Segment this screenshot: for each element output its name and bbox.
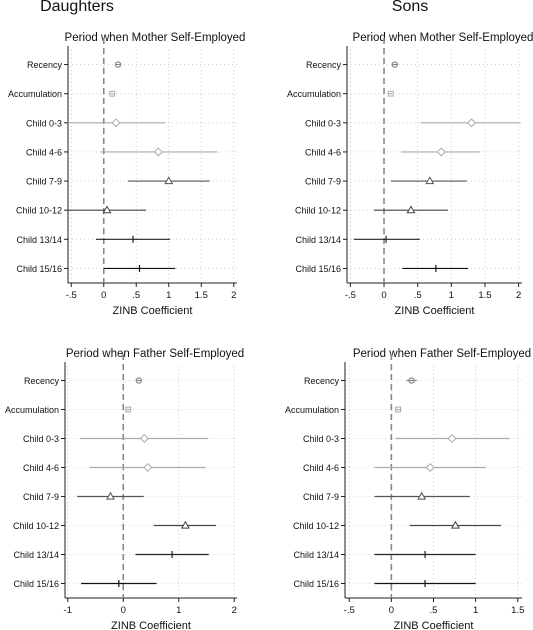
x-tick-label: -.5: [344, 605, 355, 616]
x-axis-label: ZINB Coefficient: [394, 620, 474, 630]
chart-panel-1: Period when Mother Self-Employed -.5 0 .5 1 1…: [8, 32, 245, 317]
panel-title: Period when Father Self-Employed: [353, 348, 531, 360]
x-tick-label: 1: [473, 605, 478, 616]
category-label: Child 13/14: [16, 235, 62, 245]
x-tick-label: 2: [516, 290, 521, 301]
estimate-marker: [106, 491, 115, 500]
x-tick-label: -.5: [66, 290, 77, 301]
estimate-marker: [139, 433, 149, 444]
estimate-marker: [143, 462, 153, 473]
x-tick-label: 1.5: [478, 290, 491, 301]
category-label: Child 0-3: [303, 434, 339, 444]
estimate-marker: [425, 176, 435, 185]
x-tick-label: 1: [166, 290, 171, 301]
panel-title: Period when Father Self-Employed: [66, 348, 244, 360]
category-label: Child 7-9: [26, 177, 62, 187]
estimate-marker: [135, 377, 142, 384]
category-label: Child 13/14: [293, 550, 339, 560]
estimate-marker: [111, 118, 121, 128]
category-label: Child 0-3: [26, 118, 62, 128]
category-label: Accumulation: [287, 89, 341, 99]
estimate-marker: [406, 205, 416, 214]
category-label: Child 7-9: [23, 492, 59, 502]
x-tick-label: 0: [121, 605, 126, 616]
category-label: Accumulation: [5, 405, 59, 415]
estimate-marker: [408, 377, 415, 384]
category-label: Child 7-9: [303, 492, 339, 502]
estimate-marker: [109, 90, 116, 97]
category-label: Child 13/14: [13, 550, 59, 560]
x-tick-label: 0: [389, 605, 394, 616]
estimate-marker: [425, 462, 435, 473]
x-axis-label: ZINB Coefficient: [113, 305, 193, 317]
category-label: Child 4-6: [303, 463, 339, 473]
estimate-marker: [436, 147, 446, 157]
x-tick-label: 2: [232, 605, 237, 616]
category-label: Child 4-6: [26, 147, 62, 157]
category-label: Child 4-6: [23, 463, 59, 473]
x-tick-label: 1: [176, 605, 181, 616]
x-tick-label: .5: [430, 605, 438, 616]
estimate-marker: [447, 433, 457, 444]
x-tick-label: 1.5: [511, 605, 524, 616]
x-tick-label: .5: [132, 290, 140, 301]
x-tick-label: 0: [101, 290, 106, 301]
category-label: Recency: [24, 376, 60, 386]
category-label: Child 15/16: [293, 579, 339, 589]
estimate-marker: [114, 61, 122, 68]
x-tick-label: -.5: [345, 290, 356, 301]
category-label: Recency: [306, 60, 342, 70]
x-tick-label: .5: [414, 290, 422, 301]
category-label: Child 10-12: [295, 206, 341, 216]
estimate-marker: [450, 520, 460, 529]
x-axis-label: ZINB Coefficient: [111, 620, 191, 630]
x-axis-label: ZINB Coefficient: [395, 305, 475, 317]
category-label: Child 10-12: [16, 206, 62, 216]
x-tick-label: 1.5: [195, 290, 208, 301]
estimate-marker: [395, 406, 402, 413]
category-label: Recency: [27, 60, 63, 70]
x-tick-label: 0: [381, 290, 386, 301]
category-label: Child 13/14: [295, 235, 341, 245]
category-label: Child 15/16: [16, 264, 62, 274]
chart-panel-4: Period when Father Self-Employed -.5 0 .5 1 1…: [285, 348, 531, 630]
category-label: Recency: [304, 376, 340, 386]
estimate-marker: [417, 491, 427, 500]
category-label: Child 15/16: [295, 264, 341, 274]
estimate-marker: [391, 61, 398, 68]
estimate-marker: [164, 176, 174, 185]
x-tick-label: -1: [64, 605, 72, 616]
column-title-sons: Sons: [391, 0, 429, 15]
panel-title: Period when Mother Self-Employed: [353, 32, 533, 44]
category-label: Child 4-6: [305, 147, 341, 157]
category-label: Accumulation: [285, 405, 339, 415]
category-label: Child 0-3: [23, 434, 59, 444]
category-label: Child 10-12: [293, 521, 339, 531]
x-tick-label: 2: [231, 290, 236, 301]
chart-panel-3: Period when Father Self-Employed -1 0 1 2 ZIN…: [5, 348, 244, 630]
chart-panel-2: Period when Mother Self-Employed -.5 0 .5 1 1…: [287, 32, 533, 317]
category-label: Child 0-3: [305, 118, 341, 128]
estimate-marker: [467, 118, 477, 128]
category-label: Accumulation: [8, 89, 62, 99]
category-label: Child 10-12: [13, 521, 59, 531]
estimate-marker: [387, 90, 394, 97]
category-label: Child 7-9: [305, 177, 341, 187]
x-tick-label: 1: [449, 290, 454, 301]
column-title-daughters: Daughters: [40, 0, 114, 15]
category-label: Child 15/16: [13, 579, 59, 589]
estimate-marker: [125, 406, 132, 413]
estimate-marker: [180, 520, 190, 529]
estimate-marker: [102, 205, 112, 214]
estimate-marker: [153, 147, 163, 157]
panel-title: Period when Mother Self-Employed: [65, 32, 246, 44]
